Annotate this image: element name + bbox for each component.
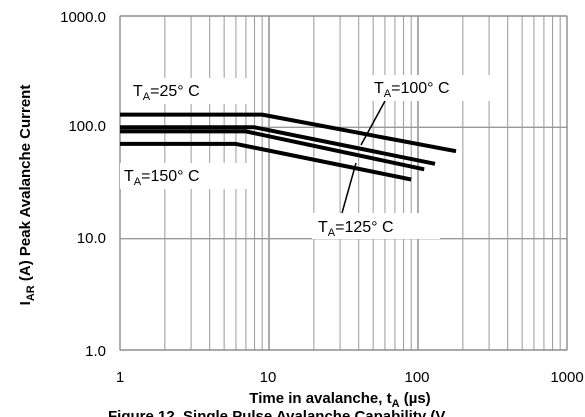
annotation-ta100: TA=100° C (374, 80, 450, 100)
x-tick-label: 1000 (550, 369, 583, 386)
series-line-ta100 (120, 125, 436, 166)
series-lines (120, 112, 457, 182)
y-tick-label: 100.0 (68, 118, 106, 135)
annotation-ta150: TA=150° C (124, 168, 200, 188)
x-tick-labels: 1 10 100 1000 (116, 369, 584, 386)
y-axis-title: IAR (A) Peak Avalanche Current (17, 85, 37, 306)
y-tick-label: 10.0 (77, 230, 106, 247)
y-tick-label: 1000.0 (60, 9, 106, 26)
annotation-box (370, 75, 496, 101)
series-line-ta150 (120, 141, 412, 182)
x-tick-label: 1 (116, 369, 124, 386)
annotation-box (120, 163, 250, 189)
leader-line-ta125 (341, 162, 357, 214)
y-tick-labels: 1000.0 100.0 10.0 1.0 (60, 9, 106, 360)
x-tick-label: 100 (404, 369, 429, 386)
annotation-box (128, 78, 250, 104)
x-tick-label: 10 (260, 369, 277, 386)
series-line-ta125 (120, 129, 425, 172)
y-tick-label: 1.0 (85, 343, 106, 360)
annotation-ta25: TA=25° C (133, 83, 200, 103)
annotation-ta125: TA=125° C (318, 219, 394, 239)
figure-caption: Figure 12. Single Pulse Avalanche Capabi… (108, 408, 445, 417)
leader-line-ta100 (360, 100, 386, 146)
x-axis-title: Time in avalanche, tA (µs) (249, 390, 430, 410)
series-line-ta25 (120, 112, 457, 154)
annotation-box (312, 213, 440, 239)
